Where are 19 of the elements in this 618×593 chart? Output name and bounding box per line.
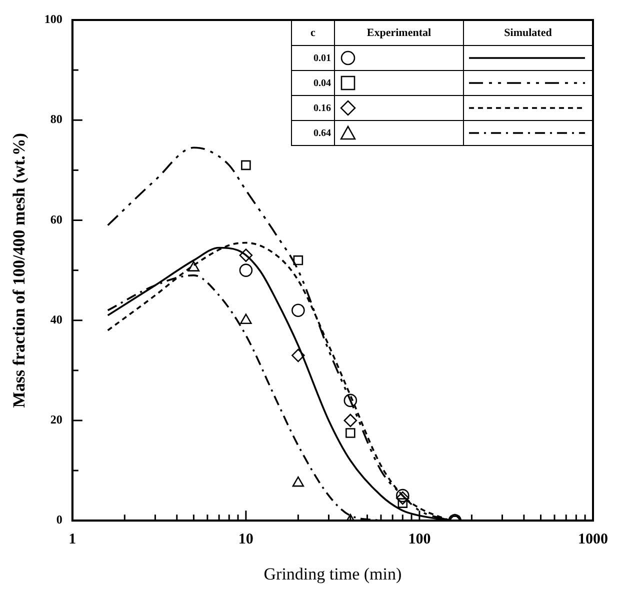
y-axis-title: Mass fraction of 100/400 mesh (wt.%) [10,132,29,408]
x-axis-title: Grinding time (min) [264,564,402,584]
y-tick-label: 80 [50,112,62,126]
x-tick-label: 1000 [578,531,608,548]
y-tick-label: 100 [44,12,62,26]
x-tick-label: 10 [238,531,254,548]
legend-label: 0.16 [292,96,334,120]
legend-label: 0.64 [292,120,334,146]
y-tick-label: 40 [50,312,62,326]
legend-label: 0.01 [292,46,334,70]
annotation: Experimental [334,20,464,46]
y-tick-label: 0 [56,512,62,527]
y-tick-label: 60 [50,212,62,226]
legend-label: 0.04 [292,70,334,96]
x-tick-label: 1 [68,531,76,548]
x-tick-label: 100 [408,531,431,548]
annotation: Simulated [464,20,592,46]
legend-title: c [292,20,334,46]
y-tick-label: 20 [50,412,62,427]
